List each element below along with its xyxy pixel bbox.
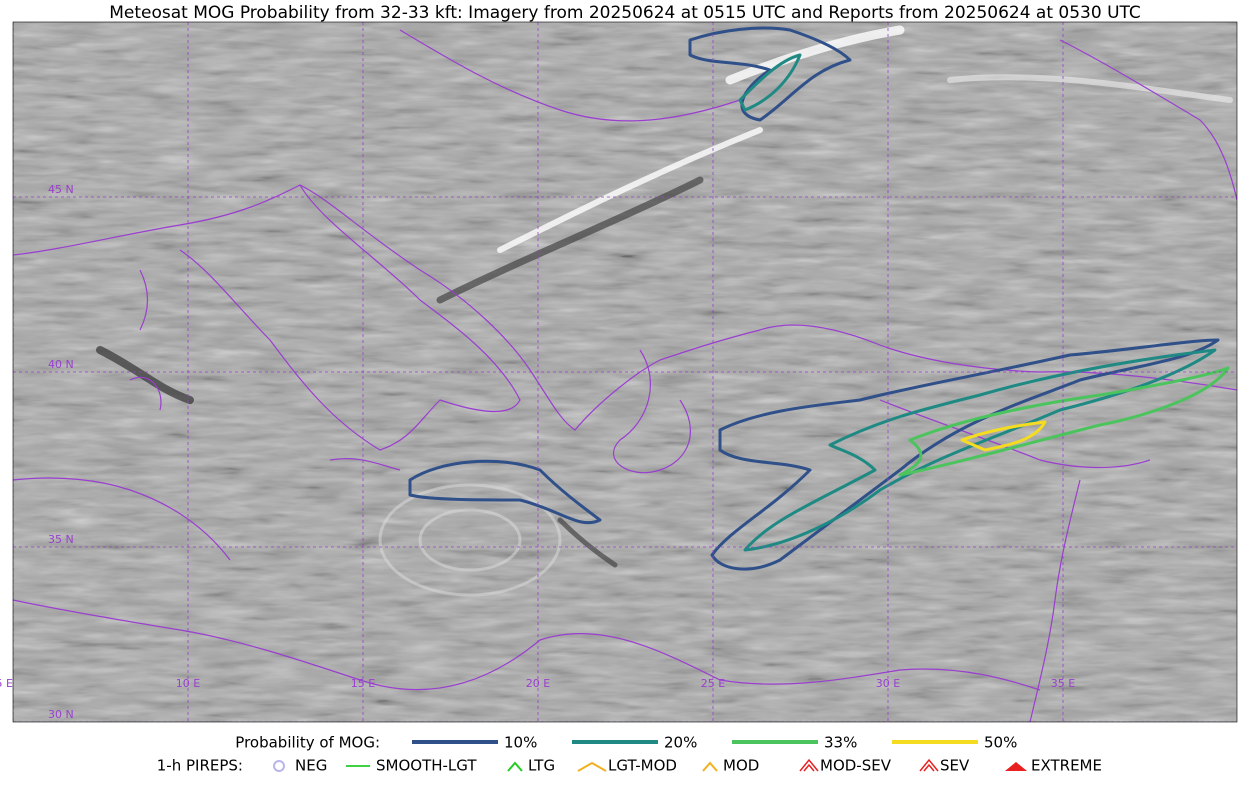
contour-33: [898, 366, 1230, 477]
map-frame: [12, 21, 1238, 723]
pirep-symbol: [577, 761, 607, 772]
pirep-symbol: [799, 758, 819, 772]
pirep-symbol: [919, 758, 939, 772]
longitude-label: 25 E: [701, 677, 725, 690]
contour-10: [408, 459, 602, 525]
legend-label: LGT-MOD: [608, 757, 677, 775]
contour-10: [710, 338, 1220, 571]
contours: [408, 26, 1230, 571]
pirep-symbol: [702, 761, 718, 772]
latitude-label: 45 N: [48, 183, 74, 196]
coastlines: [13, 29, 1237, 722]
streaks: [96, 25, 1233, 597]
graticule: [13, 22, 1237, 722]
title: Meteosat MOG Probability from 32-33 kft:…: [109, 3, 1141, 23]
legend-title: 1-h PIREPS:: [157, 757, 243, 775]
legend-label: 33%: [824, 734, 857, 752]
pirep-symbol: [507, 761, 523, 772]
latitude-label: 35 N: [48, 533, 74, 546]
longitude-label: 20 E: [526, 677, 550, 690]
legend-label: 50%: [984, 734, 1017, 752]
pirep-symbol: [1005, 762, 1027, 771]
longitude-label: 10 E: [176, 677, 200, 690]
legend-label: MOD: [723, 757, 759, 775]
legend-label: LTG: [528, 757, 555, 775]
contour-50: [960, 420, 1047, 452]
map: [13, 22, 1237, 722]
longitude-label: 5 E: [0, 677, 13, 690]
legend-label: SMOOTH-LGT: [376, 757, 477, 775]
longitude-label: 35 E: [1051, 677, 1075, 690]
legend-label: EXTREME: [1031, 757, 1102, 775]
contour-20: [738, 53, 802, 112]
longitude-label: 15 E: [351, 677, 375, 690]
latitude-label: 30 N: [48, 708, 74, 721]
contour-10: [688, 26, 852, 122]
legend-title: Probability of MOG:: [235, 734, 380, 752]
contour-20: [743, 348, 1217, 552]
legend-label: MOD-SEV: [820, 757, 892, 775]
legend-label: SEV: [940, 757, 970, 775]
pirep-symbol: [273, 760, 285, 772]
latitude-label: 40 N: [48, 358, 74, 371]
longitude-label: 30 E: [876, 677, 900, 690]
legend-label: NEG: [295, 757, 327, 775]
legend-label: 20%: [664, 734, 697, 752]
legend: 10% 20% 33% 50% NEG SMOOTH-LGT LTG LGT-MOD MOD MO…: [273, 734, 1102, 775]
legend-label: 10%: [504, 734, 537, 752]
